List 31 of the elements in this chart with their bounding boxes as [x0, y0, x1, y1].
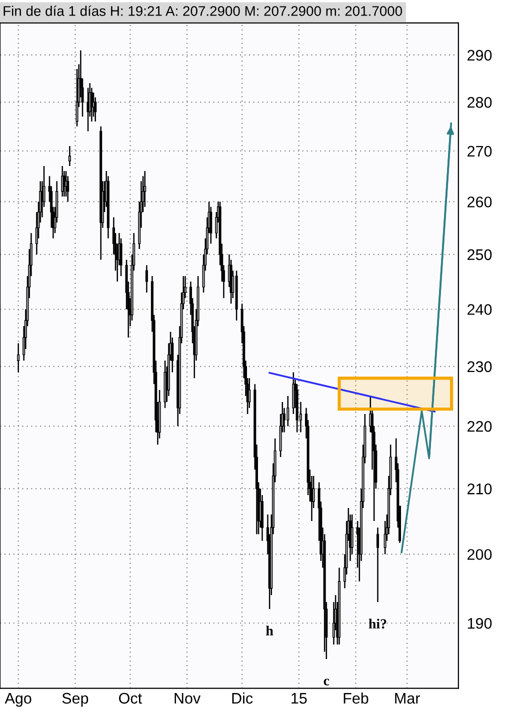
- line-series: [400, 122, 452, 554]
- annotation: c: [324, 678, 330, 686]
- y-tick-label: 220: [468, 421, 492, 432]
- y-tick-label: 290: [468, 50, 492, 61]
- y-tick-label: 230: [468, 361, 492, 372]
- candlestick: [145, 264, 148, 294]
- candlestick: [66, 175, 70, 202]
- y-tick-label: 270: [468, 146, 492, 157]
- candlestick: [76, 68, 78, 127]
- x-tick-label: Dic: [232, 692, 253, 704]
- y-tick-label: 280: [468, 97, 492, 108]
- x-tick-label: Oct: [119, 692, 142, 704]
- y-tick-label: 200: [468, 549, 492, 560]
- candlestick: [376, 526, 380, 603]
- y-tick-label: 260: [468, 196, 492, 208]
- candlestick: [17, 342, 20, 373]
- chart-title: Fin de día 1 días H: 19:21 A: 207.2900 M: 207.2900 m: 201.7000: [4, 6, 402, 16]
- x-tick-label: Sep: [62, 692, 88, 707]
- x-tick-label: Feb: [344, 692, 368, 704]
- x-tick-label: Ago: [4, 693, 32, 707]
- y-tick-label: 240: [468, 304, 492, 315]
- y-tick-label: 190: [468, 618, 492, 629]
- candlestick: [68, 145, 71, 167]
- x-tick-label: Nov: [174, 693, 201, 704]
- candlestick: [90, 87, 93, 122]
- x-tick-label: 15: [292, 693, 307, 704]
- annotation: h: [266, 626, 274, 636]
- x-tick-label: Mar: [395, 693, 420, 704]
- y-tick-label: 250: [468, 249, 492, 260]
- y-tick-label: 210: [468, 484, 492, 494]
- annotation: hi?: [368, 618, 386, 629]
